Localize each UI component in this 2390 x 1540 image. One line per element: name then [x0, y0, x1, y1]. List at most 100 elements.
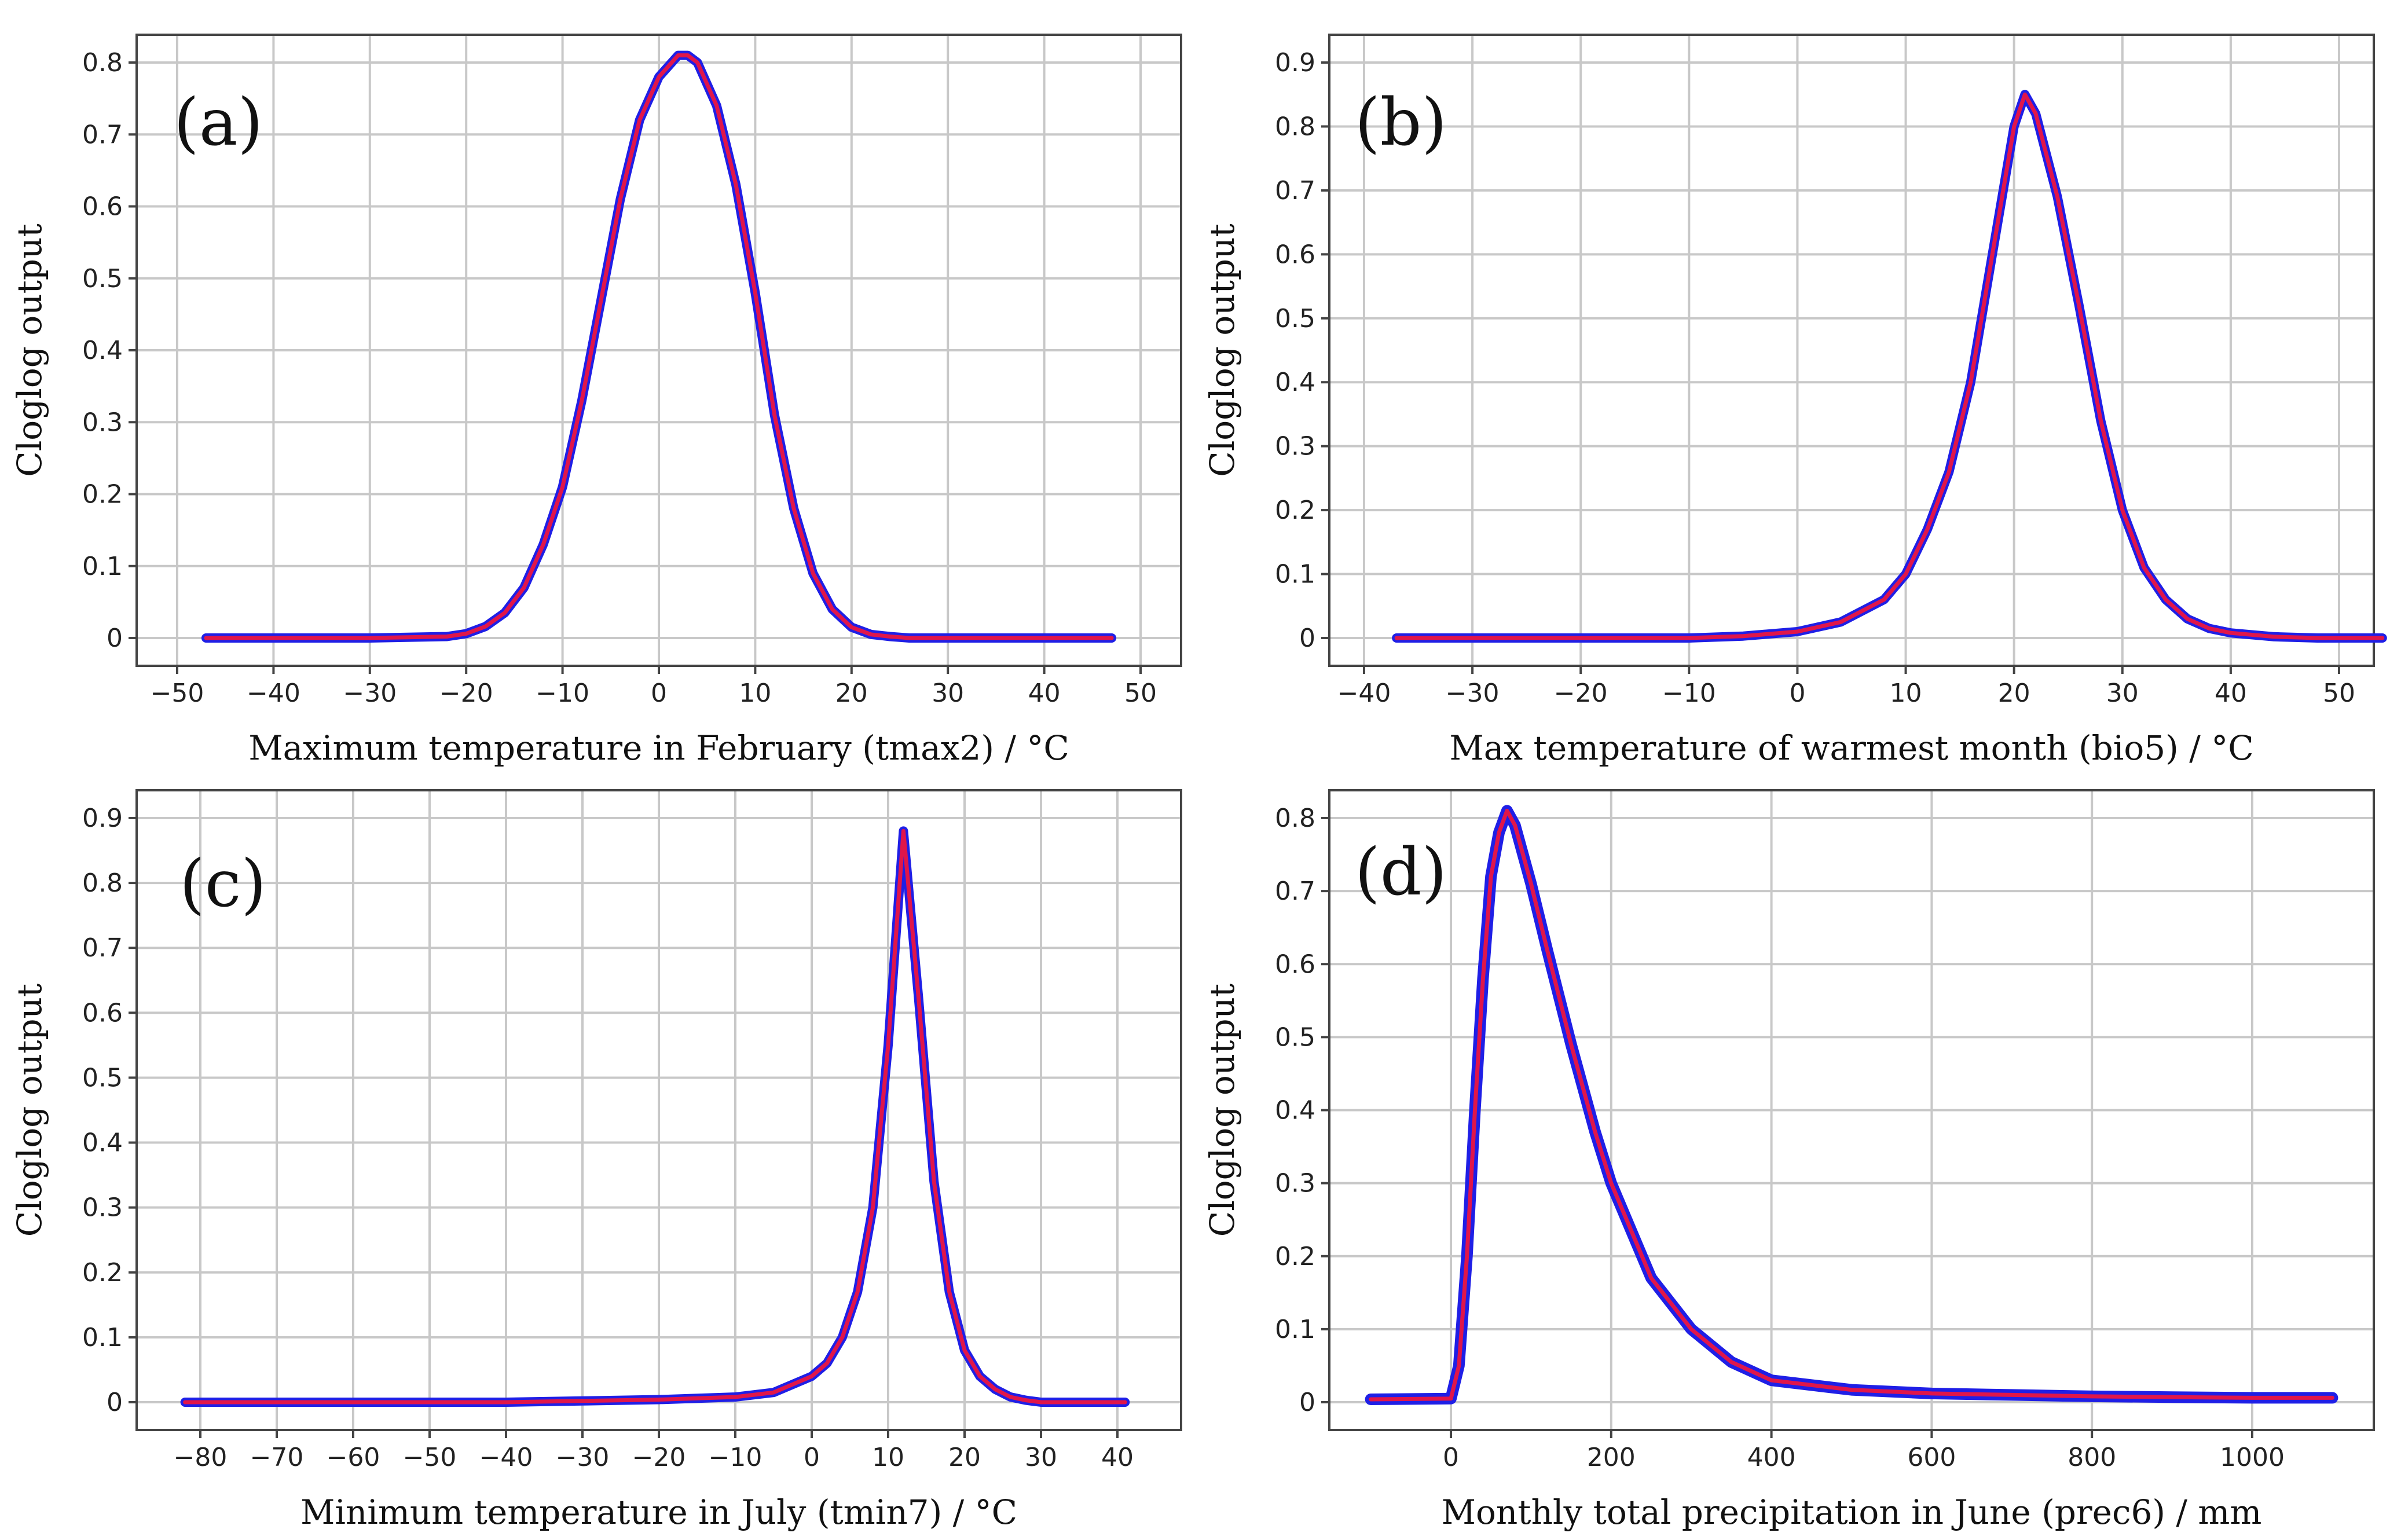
x-tick-label: 40 [2215, 679, 2247, 708]
x-tick-label: 0 [651, 679, 667, 708]
x-tick-label: −60 [327, 1443, 380, 1472]
y-axis-label: Cloglog output [1203, 984, 1242, 1237]
y-tick-label: 0.6 [82, 998, 123, 1028]
y-tick-label: 0.7 [82, 933, 123, 963]
x-tick-label: −40 [247, 679, 300, 708]
x-tick-label: −10 [536, 679, 589, 708]
x-tick-label: −50 [403, 1443, 457, 1472]
y-tick-label: 0.2 [82, 1258, 123, 1288]
x-tick-label: 20 [948, 1443, 981, 1472]
y-tick-label: 0.1 [1275, 1315, 1315, 1344]
y-tick-label: 0.9 [82, 804, 123, 833]
y-tick-label: 0.9 [1275, 48, 1315, 78]
x-tick-label: −20 [632, 1443, 686, 1472]
x-tick-label: 600 [1907, 1443, 1956, 1472]
plot-area [1329, 35, 2374, 666]
x-tick-label: 10 [872, 1443, 904, 1472]
y-tick-label: 0.3 [1275, 432, 1315, 461]
x-tick-label: −30 [343, 679, 397, 708]
y-tick-label: 0.4 [1275, 1096, 1315, 1125]
x-tick-label: −80 [174, 1443, 228, 1472]
x-tick-label: −40 [1337, 679, 1391, 708]
x-tick-label: 800 [2068, 1443, 2116, 1472]
y-tick-label: 0.3 [82, 408, 123, 437]
x-tick-label: −70 [250, 1443, 304, 1472]
x-tick-label: 50 [2323, 679, 2355, 708]
y-tick-label: 0 [107, 624, 123, 653]
x-tick-label: −30 [1446, 679, 1500, 708]
panel-a: −50 −40 −30 −20 −10 0 10 20 30 40 50 0 0.1 0.2 0.3 0.4 0… [10, 34, 1182, 768]
y-tick-label: 0.4 [1275, 368, 1315, 397]
mean-response-line [204, 53, 1114, 640]
x-tick-label: 20 [1998, 679, 2030, 708]
y-tick-label: 0.3 [82, 1193, 123, 1223]
mean-response-line [1369, 808, 2334, 1402]
y-tick-label: 0.2 [1275, 496, 1315, 525]
y-tick-label: 0.6 [82, 192, 123, 222]
y-tick-label: 0.3 [1275, 1169, 1315, 1198]
panel-label: (b) [1355, 85, 1447, 160]
x-tick-label: 30 [932, 679, 964, 708]
plot-frame [1328, 34, 2375, 667]
x-tick-label: −10 [1662, 679, 1716, 708]
x-tick-label: −40 [479, 1443, 533, 1472]
x-tick-label: −30 [556, 1443, 610, 1472]
x-tick-label: −20 [1554, 679, 1608, 708]
panel-c: −80 −70 −60 −50 −40 −30 −20 −10 0 10 20 30 40 0 0.1 0.2… [10, 789, 1182, 1532]
y-tick-label: 0.5 [1275, 304, 1315, 333]
mean-response-line [183, 828, 1127, 1405]
x-tick-label: 0 [804, 1443, 820, 1472]
y-tick-label: 0.1 [82, 1323, 123, 1352]
y-tick-label: 0.2 [1275, 1242, 1315, 1271]
y-tick-label: 0.8 [82, 48, 123, 78]
y-tick-label: 0.7 [82, 120, 123, 149]
y-tick-label: 0.8 [82, 868, 123, 898]
y-tick-label: 0.8 [1275, 804, 1315, 833]
x-tick-label: 30 [1025, 1443, 1057, 1472]
panel-label: (d) [1355, 835, 1447, 910]
y-tick-label: 0.5 [1275, 1022, 1315, 1052]
plot-frame [1328, 789, 2375, 1431]
y-tick-label: 0.7 [1275, 176, 1315, 206]
panel-b: −40 −30 −20 −10 0 10 20 30 40 50 0 0.1 0.2 0.3 0.4 0.5 0… [1203, 34, 2387, 768]
x-axis-label: Max temperature of warmest month (bio5) … [1449, 728, 2253, 768]
x-tick-label: 0 [1443, 1443, 1459, 1472]
y-tick-label: 0.6 [1275, 949, 1315, 979]
panel-d: 0 200 400 600 800 1000 0 0.1 0.2 0.3 0.4 0.5 0.6 0.7 0… [1203, 789, 2375, 1532]
x-tick-label: 10 [1890, 679, 1922, 708]
plot-frame [135, 789, 1182, 1431]
y-tick-label: 0.6 [1275, 240, 1315, 269]
y-tick-label: 0.4 [82, 1128, 123, 1158]
x-axis-label: Minimum temperature in July (tmin7) / °C [300, 1493, 1017, 1532]
x-tick-label: 30 [2106, 679, 2139, 708]
x-tick-label: 50 [1124, 679, 1157, 708]
panel-label: (c) [179, 846, 266, 922]
y-tick-label: 0.8 [1275, 112, 1315, 141]
y-tick-label: 0.4 [82, 336, 123, 365]
y-axis-label: Cloglog output [10, 984, 49, 1237]
y-axis-label: Cloglog output [1203, 223, 1242, 476]
y-tick-label: 0 [107, 1388, 123, 1417]
y-tick-label: 0.2 [82, 480, 123, 509]
y-tick-label: 0.1 [1275, 560, 1315, 589]
x-tick-label: 20 [835, 679, 868, 708]
x-tick-label: 40 [1101, 1443, 1134, 1472]
x-axis-label: Maximum temperature in February (tmax2) … [248, 728, 1069, 768]
plot-frame [135, 34, 1182, 667]
panel-label: (a) [174, 85, 263, 160]
x-tick-label: −10 [709, 1443, 763, 1472]
x-tick-label: 0 [1789, 679, 1805, 708]
y-tick-label: 0.1 [82, 552, 123, 581]
x-tick-label: −20 [439, 679, 493, 708]
x-tick-label: −50 [151, 679, 204, 708]
x-tick-label: 40 [1028, 679, 1061, 708]
y-tick-label: 0.7 [1275, 877, 1315, 906]
y-axis-label: Cloglog output [10, 223, 49, 476]
x-tick-label: 10 [739, 679, 771, 708]
x-tick-label: 400 [1747, 1443, 1796, 1472]
x-tick-label: 1000 [2220, 1443, 2285, 1472]
y-tick-label: 0 [1299, 1388, 1315, 1417]
y-tick-label: 0.5 [82, 1063, 123, 1092]
y-tick-label: 0.5 [82, 264, 123, 294]
